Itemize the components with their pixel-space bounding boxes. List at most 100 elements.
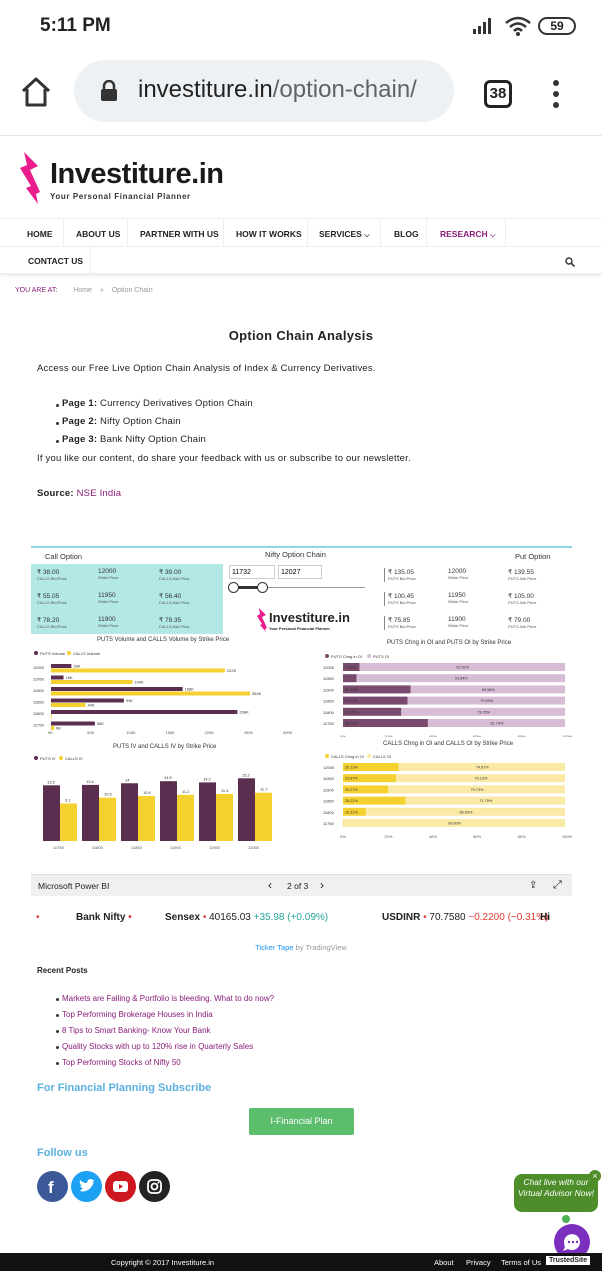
chart1-title: PUTS Volume and CALLS Volume by Strike P… [97, 637, 230, 643]
footer-privacy[interactable]: Privacy [466, 1258, 491, 1267]
calls-oi-chart[interactable]: CALLS Chng in OI CALLS OI 12000 25.13% 74.87… [321, 751, 572, 851]
status-time: 5:11 PM [40, 15, 111, 36]
tradingview-link[interactable]: Ticker Tape [255, 943, 294, 952]
puts-oi-chart[interactable]: PUTS Chng in OI PUTS OI 12000 7.48% 92.52% 11… [321, 651, 572, 737]
source-link[interactable]: NSE India [76, 488, 122, 499]
home-icon[interactable] [20, 76, 52, 108]
logo-subtitle: Your Personal Financial Planner [50, 192, 191, 201]
youtube-icon[interactable] [105, 1171, 136, 1202]
range-slider-track[interactable] [231, 587, 365, 588]
tick-label: 20% [384, 734, 392, 737]
instagram-icon[interactable] [139, 1171, 170, 1202]
slider-low-input[interactable] [229, 565, 275, 579]
data-label: 20.27% [345, 788, 359, 792]
recent-posts-heading: Recent Posts [37, 966, 88, 975]
bar [51, 710, 238, 714]
bar [405, 796, 565, 805]
recent-post-link[interactable]: 8 Tips to Smart Banking- Know Your Bank [62, 1026, 211, 1035]
legend-marker [367, 654, 371, 658]
breadcrumb-home[interactable]: Home [73, 287, 92, 294]
slider-handle-low[interactable] [228, 582, 239, 593]
bar [51, 714, 52, 719]
breadcrumb-current: Option Chain [111, 287, 153, 294]
subscribe-heading: For Financial Planning Subscribe [37, 1082, 212, 1094]
tick-label: 11950 [323, 676, 335, 681]
prev-page-icon[interactable]: ‹ [268, 878, 272, 892]
twitter-icon[interactable] [71, 1171, 102, 1202]
chat-prompt[interactable]: Chat live with our Virtual Advisor Now! [514, 1174, 598, 1212]
site-logo[interactable]: Investiture.in Your Personal Financial P… [18, 148, 278, 208]
data-label: 254K [252, 691, 262, 696]
bar [343, 685, 411, 694]
recent-post-link[interactable]: Quality Stocks with up to 120% rise in Q… [62, 1042, 254, 1051]
bar [51, 687, 183, 691]
tick-label: 11800 [33, 711, 45, 716]
data-label: 14.5 [164, 775, 173, 780]
fullscreen-icon[interactable]: ⤢ [553, 879, 562, 891]
battery-icon: 59 [538, 17, 576, 35]
nav-about[interactable]: ABOUT US [76, 229, 121, 239]
tick-label: 60% [473, 734, 481, 737]
footer-about[interactable]: About [434, 1258, 454, 1267]
bar [51, 675, 64, 680]
nav-services[interactable]: SERVICES ⌵ [319, 229, 370, 240]
overflow-menu-icon[interactable] [553, 80, 561, 113]
close-chat-icon[interactable]: × [589, 1170, 601, 1182]
ticker-tape[interactable]: • Bank Nifty • Sensex • 40165.03 +35.98 … [36, 912, 550, 923]
next-page-icon[interactable]: › [320, 878, 324, 892]
data-label: 14.2 [203, 776, 212, 781]
data-label: 168K [185, 687, 195, 692]
legend-marker [325, 754, 329, 758]
put-bid-3: ₹ 75.85 PUTS Bid Price [388, 617, 416, 629]
tick-label: 40% [429, 834, 437, 839]
nav-research[interactable]: RESEARCH ⌵ [440, 229, 495, 240]
nav-blog[interactable]: BLOG [394, 229, 419, 239]
recent-post-link[interactable]: Top Performing Stocks of Nifty 50 [62, 1058, 181, 1067]
nav-how-it-works[interactable]: HOW IT WORKS [236, 229, 302, 239]
report-logo: Investiture.in Your Personal Financial P… [256, 608, 356, 632]
page-link-1[interactable]: Page 1: Currency Derivatives Option Chai… [62, 398, 253, 409]
bar [343, 807, 366, 816]
bar [343, 696, 408, 705]
nav-contact[interactable]: CONTACT US [28, 256, 84, 266]
bar [51, 698, 124, 703]
tick-label: 11800 [323, 710, 335, 715]
powerbi-brand[interactable]: Microsoft Power BI [38, 881, 110, 891]
legend-marker [367, 754, 371, 758]
data-label: 69.56% [482, 688, 496, 692]
tick-label: 0% [340, 734, 346, 737]
facebook-icon[interactable]: f [37, 1171, 68, 1202]
data-label: 23.87% [345, 777, 359, 781]
data-label: 26.25% [345, 710, 359, 714]
slider-handle-high[interactable] [257, 582, 268, 593]
trustedsite-badge[interactable]: TrustedSite [546, 1256, 591, 1265]
powerbi-report[interactable]: Call Option Nifty Option Chain Put Optio… [31, 546, 572, 854]
volume-chart[interactable]: PUTS Volume CALLS Volume 12000 26K 222K 11950… [31, 648, 293, 736]
bar [51, 721, 95, 726]
iv-chart[interactable]: PUTS IV CALLS IV 13.5 9.1 11750 13.6 10.5 11800… [31, 753, 293, 853]
slider-high-input[interactable] [278, 565, 322, 579]
call-ask-2: ₹ 56.40 CALLS Ask Price [159, 593, 190, 605]
nav-home[interactable]: HOME [27, 229, 53, 239]
share-icon[interactable]: ⇪ [529, 880, 538, 891]
breadcrumb-separator: » [99, 287, 104, 294]
page-link-3[interactable]: Page 3: Bank Nifty Option Chain [62, 434, 206, 445]
tick-label: 11950 [33, 677, 45, 682]
ticker-attribution: Ticker Tape by TradingView [0, 943, 602, 952]
recent-post-link[interactable]: Top Performing Brokerage Houses in India [62, 1010, 213, 1019]
bar [51, 691, 250, 696]
financial-plan-button[interactable]: I-Financial Plan [249, 1108, 354, 1135]
search-icon[interactable] [565, 254, 576, 268]
legend-label: PUTS Volume [40, 651, 66, 656]
tab-switcher-button[interactable]: 38 [484, 80, 512, 108]
tick-label: 150K [166, 730, 176, 735]
recent-post-link[interactable]: Markets are Falling & Portfolio is bleed… [62, 994, 275, 1003]
tick-label: 100% [562, 834, 572, 839]
tick-label: 11750 [323, 721, 335, 726]
footer-terms[interactable]: Terms of Us [501, 1258, 542, 1267]
address-bar[interactable]: investiture.in/option-chain/ [74, 60, 454, 122]
page-link-2[interactable]: Page 2: Nifty Option Chain [62, 416, 181, 427]
data-label: 28.21% [345, 799, 359, 803]
nav-partner[interactable]: PARTNER WITH US [140, 229, 219, 239]
tradingview-by: by TradingView [295, 943, 347, 952]
